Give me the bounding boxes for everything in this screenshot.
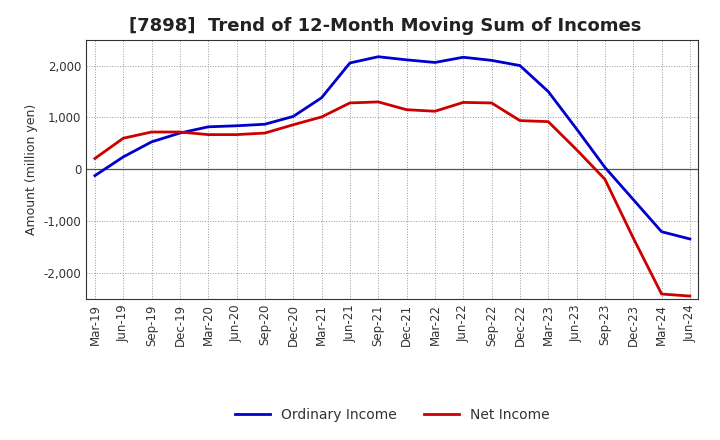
Ordinary Income — [629, 197, 637, 202]
Net Income — [685, 293, 694, 299]
Net Income — [289, 122, 297, 128]
Legend: Ordinary Income, Net Income: Ordinary Income, Net Income — [230, 402, 555, 427]
Ordinary Income — [119, 154, 127, 160]
Ordinary Income — [487, 58, 496, 63]
Net Income — [544, 119, 552, 124]
Ordinary Income — [91, 173, 99, 178]
Net Income — [572, 147, 581, 152]
Net Income — [516, 118, 524, 123]
Ordinary Income — [148, 139, 156, 144]
Line: Ordinary Income: Ordinary Income — [95, 57, 690, 239]
Ordinary Income — [204, 124, 212, 129]
Ordinary Income — [233, 123, 241, 128]
Ordinary Income — [516, 63, 524, 68]
Net Income — [119, 136, 127, 141]
Ordinary Income — [685, 236, 694, 242]
Ordinary Income — [176, 130, 184, 136]
Ordinary Income — [402, 57, 411, 62]
Net Income — [487, 100, 496, 106]
Net Income — [233, 132, 241, 137]
Net Income — [657, 291, 666, 297]
Ordinary Income — [289, 114, 297, 119]
Net Income — [431, 109, 439, 114]
Net Income — [176, 129, 184, 135]
Net Income — [459, 100, 467, 105]
Net Income — [629, 235, 637, 241]
Line: Net Income: Net Income — [95, 102, 690, 296]
Net Income — [374, 99, 382, 105]
Ordinary Income — [431, 60, 439, 65]
Ordinary Income — [572, 126, 581, 132]
Ordinary Income — [346, 60, 354, 66]
Ordinary Income — [657, 229, 666, 235]
Ordinary Income — [600, 165, 609, 170]
Net Income — [148, 129, 156, 135]
Text: [7898]  Trend of 12-Month Moving Sum of Incomes: [7898] Trend of 12-Month Moving Sum of I… — [130, 17, 642, 35]
Ordinary Income — [544, 89, 552, 94]
Net Income — [600, 176, 609, 182]
Net Income — [261, 130, 269, 136]
Ordinary Income — [318, 95, 326, 100]
Net Income — [346, 100, 354, 106]
Ordinary Income — [374, 54, 382, 59]
Ordinary Income — [459, 55, 467, 60]
Net Income — [318, 114, 326, 120]
Net Income — [91, 156, 99, 161]
Y-axis label: Amount (million yen): Amount (million yen) — [25, 104, 38, 235]
Net Income — [204, 132, 212, 137]
Ordinary Income — [261, 121, 269, 127]
Net Income — [402, 107, 411, 112]
